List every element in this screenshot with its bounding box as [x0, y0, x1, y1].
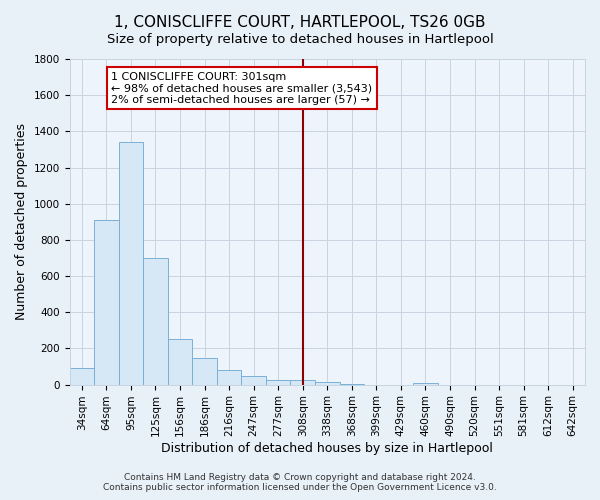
Bar	[143, 258, 168, 384]
Bar	[217, 370, 241, 384]
Bar	[315, 382, 340, 384]
Text: Contains HM Land Registry data © Crown copyright and database right 2024.
Contai: Contains HM Land Registry data © Crown c…	[103, 473, 497, 492]
Y-axis label: Number of detached properties: Number of detached properties	[15, 124, 28, 320]
Bar	[119, 142, 143, 384]
Text: Size of property relative to detached houses in Hartlepool: Size of property relative to detached ho…	[107, 32, 493, 46]
Bar	[94, 220, 119, 384]
Bar	[70, 368, 94, 384]
X-axis label: Distribution of detached houses by size in Hartlepool: Distribution of detached houses by size …	[161, 442, 493, 455]
Bar	[241, 376, 266, 384]
Bar	[266, 380, 290, 384]
Bar	[168, 340, 192, 384]
Text: 1, CONISCLIFFE COURT, HARTLEPOOL, TS26 0GB: 1, CONISCLIFFE COURT, HARTLEPOOL, TS26 0…	[114, 15, 486, 30]
Bar	[192, 358, 217, 384]
Bar	[413, 383, 438, 384]
Bar	[290, 380, 315, 384]
Text: 1 CONISCLIFFE COURT: 301sqm
← 98% of detached houses are smaller (3,543)
2% of s: 1 CONISCLIFFE COURT: 301sqm ← 98% of det…	[111, 72, 373, 105]
